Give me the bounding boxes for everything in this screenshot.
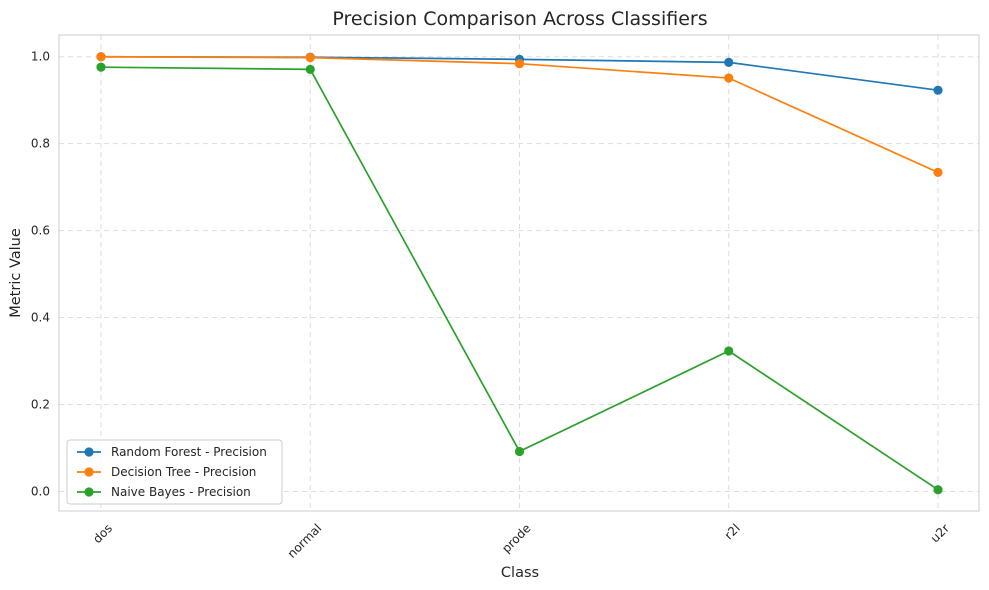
y-tick-label: 1.0 bbox=[31, 50, 50, 64]
x-tick-label: dos bbox=[90, 521, 115, 546]
data-point bbox=[305, 64, 315, 74]
x-axis-label: Class bbox=[501, 565, 539, 581]
data-point bbox=[96, 52, 106, 62]
data-point bbox=[305, 53, 315, 63]
legend-swatch-marker bbox=[84, 447, 94, 457]
legend-label: Decision Tree - Precision bbox=[111, 465, 256, 479]
data-point bbox=[933, 167, 943, 177]
data-point bbox=[933, 85, 943, 95]
y-tick-label: 0.4 bbox=[31, 311, 50, 325]
x-tick-label: normal bbox=[285, 521, 325, 561]
y-tick-label: 0.6 bbox=[31, 224, 50, 238]
series-group bbox=[96, 52, 943, 495]
legend-box bbox=[66, 439, 283, 505]
legend-swatch-marker bbox=[84, 467, 94, 477]
y-tick-label: 0.0 bbox=[31, 484, 50, 498]
legend-swatch-marker bbox=[84, 487, 94, 497]
x-tick-label: r2l bbox=[722, 521, 743, 542]
data-point bbox=[933, 485, 943, 495]
data-point bbox=[724, 57, 734, 67]
x-tick-label: u2r bbox=[928, 521, 952, 545]
legend: Random Forest - Precision Decision Tree -… bbox=[66, 439, 283, 505]
y-tick-label: 0.8 bbox=[31, 137, 50, 151]
x-axis-ticks: dos normal prode r2l u2r bbox=[90, 521, 952, 561]
data-point bbox=[724, 73, 734, 83]
data-point bbox=[514, 446, 525, 457]
data-point bbox=[724, 346, 734, 356]
data-point bbox=[514, 59, 525, 69]
y-axis-label: Metric Value bbox=[8, 228, 24, 318]
data-point bbox=[96, 62, 106, 72]
chart-title: Precision Comparison Across Classifiers bbox=[332, 8, 707, 30]
x-tick-label: prode bbox=[499, 521, 533, 555]
legend-label: Random Forest - Precision bbox=[111, 445, 267, 459]
y-axis-ticks: 0.0 0.2 0.4 0.6 0.8 1.0 bbox=[31, 50, 50, 499]
legend-label: Naive Bayes - Precision bbox=[111, 485, 251, 499]
plot-frame bbox=[58, 34, 980, 512]
y-tick-label: 0.2 bbox=[31, 397, 50, 411]
